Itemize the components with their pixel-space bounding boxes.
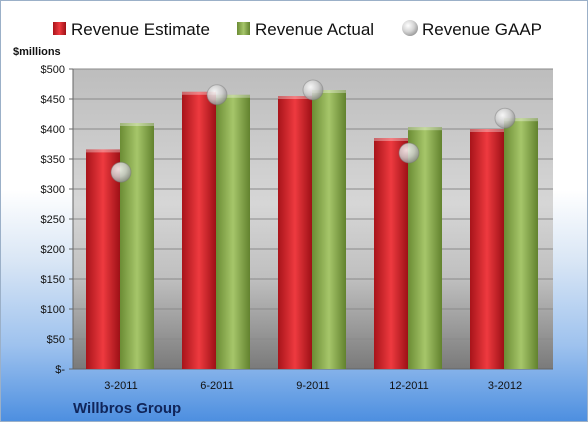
bar-revenue-estimate-highlight bbox=[278, 96, 312, 99]
legend-label-actual: Revenue Actual bbox=[255, 20, 374, 39]
y-tick-label: $500 bbox=[41, 64, 65, 76]
bar-revenue-actual-highlight bbox=[216, 94, 250, 98]
bar-revenue-actual-highlight bbox=[312, 90, 346, 93]
y-tick-label: $- bbox=[55, 364, 65, 376]
x-tick-label: 6-2011 bbox=[200, 380, 233, 392]
bar-revenue-actual bbox=[312, 90, 346, 369]
bar-revenue-estimate bbox=[374, 138, 408, 369]
marker-revenue-gaap bbox=[206, 84, 228, 106]
y-unit-label: $millions bbox=[13, 46, 61, 58]
legend-label-gaap: Revenue GAAP bbox=[422, 20, 542, 39]
bar-revenue-actual-highlight bbox=[504, 118, 538, 122]
marker-revenue-gaap bbox=[302, 79, 324, 101]
y-tick-label: $350 bbox=[41, 154, 65, 166]
bar-revenue-estimate-highlight bbox=[86, 149, 120, 153]
y-tick-label: $150 bbox=[41, 274, 65, 286]
company-name: Willbros Group bbox=[73, 400, 181, 417]
bars bbox=[86, 90, 538, 370]
bar-revenue-estimate-highlight bbox=[374, 138, 408, 141]
legend-swatch-actual bbox=[237, 22, 250, 35]
bar-revenue-actual bbox=[504, 118, 538, 369]
bar-revenue-actual-highlight bbox=[120, 123, 154, 126]
y-tick-label: $250 bbox=[41, 214, 65, 226]
bar-revenue-actual bbox=[408, 127, 442, 369]
bar-revenue-estimate bbox=[86, 149, 120, 369]
bar-revenue-actual-highlight bbox=[408, 127, 442, 131]
y-tick-label: $50 bbox=[47, 334, 65, 346]
legend-swatch-estimate bbox=[53, 22, 66, 35]
bar-revenue-actual bbox=[216, 94, 250, 370]
x-tick-label: 3-2012 bbox=[488, 380, 522, 392]
bar-revenue-estimate bbox=[278, 96, 312, 369]
gaap-markers bbox=[110, 79, 516, 183]
x-tick-label: 3-2011 bbox=[104, 380, 137, 392]
legend-label-estimate: Revenue Estimate bbox=[71, 20, 210, 39]
legend: Revenue Estimate Revenue Actual Revenue … bbox=[53, 20, 542, 39]
x-tick-label: 12-2011 bbox=[389, 380, 429, 392]
bar-revenue-estimate bbox=[182, 91, 216, 370]
y-tick-label: $200 bbox=[41, 244, 65, 256]
y-tick-label: $300 bbox=[41, 184, 65, 196]
y-tick-label: $400 bbox=[41, 124, 65, 136]
bar-revenue-estimate-highlight bbox=[470, 129, 504, 132]
marker-revenue-gaap bbox=[398, 142, 420, 164]
y-tick-label: $100 bbox=[41, 304, 65, 316]
x-axis-ticks: 3-2011 6-2011 9-2011 12-2011 3-2012 bbox=[104, 380, 522, 392]
bar-revenue-actual bbox=[120, 123, 154, 369]
bar-revenue-estimate bbox=[470, 129, 504, 369]
y-axis-ticks: $- $50 $100 $150 $200 $250 $300 $350 $400 $450 $50… bbox=[41, 64, 553, 376]
marker-revenue-gaap bbox=[494, 107, 516, 129]
marker-revenue-gaap bbox=[110, 161, 132, 183]
x-tick-label: 9-2011 bbox=[296, 380, 329, 392]
legend-swatch-gaap bbox=[402, 20, 418, 36]
y-tick-label: $450 bbox=[41, 94, 65, 106]
bar-revenue-estimate-highlight bbox=[182, 91, 216, 95]
